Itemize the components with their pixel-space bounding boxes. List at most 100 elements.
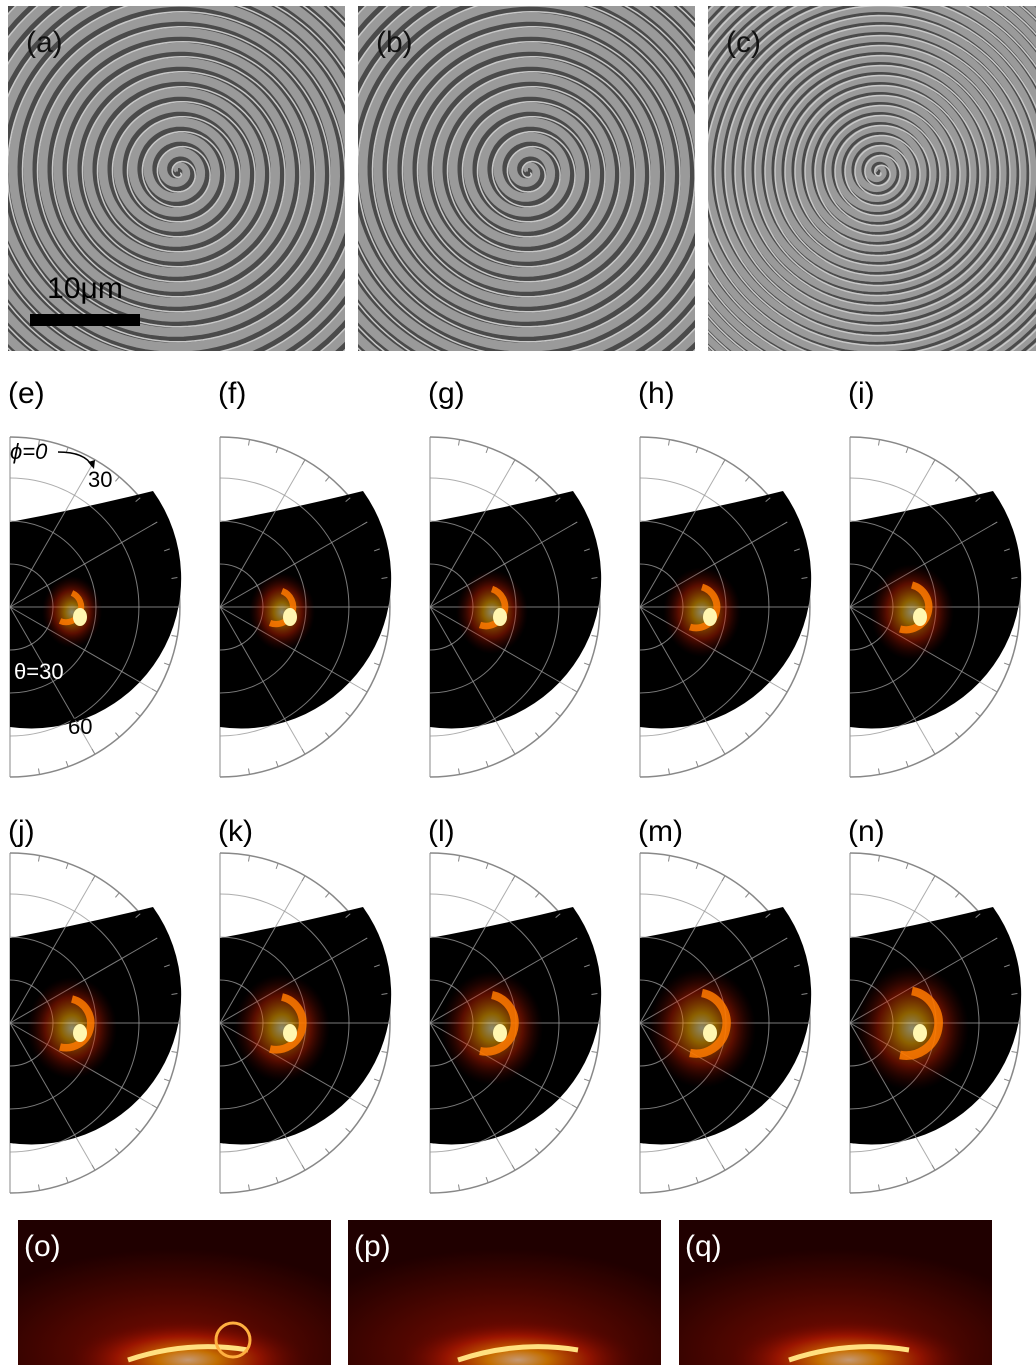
polar-tick (361, 1104, 368, 1109)
polar-tick (745, 732, 750, 738)
polar-tick (695, 447, 699, 454)
polar-tick (765, 712, 771, 717)
camera-beam (127, 1344, 249, 1363)
polar-tick (381, 576, 388, 580)
polar-tick (793, 548, 800, 552)
polar-tick (1003, 964, 1010, 968)
polar-tick (361, 937, 368, 942)
polar-tick (1011, 576, 1018, 580)
spiral-group (708, 6, 1036, 351)
polar-tick (135, 497, 141, 502)
camera-glow (729, 1320, 969, 1365)
panel-label: (h) (638, 377, 675, 410)
camera-beam (788, 1344, 910, 1363)
polar-tick (667, 1184, 671, 1191)
polar-tick (535, 732, 540, 738)
polar-tick (535, 1148, 540, 1154)
beam-glow (648, 968, 756, 1088)
polar-tick (1011, 992, 1018, 996)
polar-tick (877, 439, 881, 446)
polar-tick (275, 863, 279, 870)
polar-tick (931, 459, 936, 466)
polar-tick (765, 913, 771, 918)
polar-tick (135, 913, 141, 918)
polar-tick (511, 748, 516, 755)
polar-tick (695, 1176, 699, 1183)
panel-label: (j) (8, 815, 35, 848)
polar-tick (163, 662, 170, 666)
spiral-highlight (358, 6, 695, 351)
polar-tick (877, 1184, 881, 1191)
polar-tick (583, 1078, 590, 1082)
panel-label: (f) (218, 377, 246, 410)
beam-core (283, 608, 297, 626)
polar-tick (171, 576, 178, 580)
polar-tick (247, 439, 251, 446)
polar-tick (555, 913, 561, 918)
polar-tick (171, 1050, 178, 1054)
polar-tick (535, 476, 540, 482)
polar-tick (325, 1148, 330, 1154)
polar-tick (115, 892, 120, 898)
polar-tick (65, 863, 69, 870)
polar-tick (37, 1184, 41, 1191)
panel-label: (i) (848, 377, 875, 410)
polar-tick (247, 768, 251, 775)
polar-tick (135, 1128, 141, 1133)
polar-tick (381, 1050, 388, 1054)
polar-tick (781, 1104, 788, 1109)
beam-core (703, 1024, 717, 1042)
polar-tick (485, 447, 489, 454)
panel-label: (b) (376, 26, 413, 59)
beam-glow (441, 971, 543, 1085)
polar-tick (695, 760, 699, 767)
polar-tick (345, 913, 351, 918)
polar-tick (37, 439, 41, 446)
polar-tick (801, 576, 808, 580)
camera-group (398, 1320, 638, 1365)
beam-ring (59, 995, 95, 1052)
beam-core (73, 608, 87, 626)
beam-ring (899, 986, 943, 1060)
beam-ring (479, 991, 519, 1056)
polar-spoke (219, 875, 306, 1024)
polar-tick (555, 1128, 561, 1133)
polar-spoke (429, 521, 578, 608)
polar-tick (793, 964, 800, 968)
polar-tick (905, 1176, 909, 1183)
ring-label: 30 (88, 467, 112, 492)
polar-tick (571, 937, 578, 942)
beam-glow (249, 573, 315, 651)
panel-label: (o) (24, 1230, 61, 1263)
polar-tick (905, 447, 909, 454)
phi-label: ϕ=0 (10, 439, 48, 464)
polar-tick (591, 992, 598, 996)
polar-tick (721, 875, 726, 882)
phi-arrowhead (88, 460, 95, 469)
polar-spoke (639, 875, 726, 1024)
polar-tick (361, 688, 368, 693)
panel-label: (g) (428, 377, 465, 410)
polar-tick (583, 662, 590, 666)
polar-tick (37, 855, 41, 862)
scale-bar-label: 10μm (47, 272, 123, 305)
polar-tick (991, 937, 998, 942)
polar-spoke (849, 606, 936, 755)
polar-tick (115, 1148, 120, 1154)
polar-tick (275, 760, 279, 767)
polar-tick (955, 892, 960, 898)
spiral-highlight (8, 6, 345, 351)
beam-core (913, 608, 927, 626)
polar-spoke (849, 459, 936, 608)
polar-tick (975, 712, 981, 717)
polar-tick (801, 992, 808, 996)
polar-tick (91, 1164, 96, 1171)
panel-label: (m) (638, 815, 683, 848)
polar-tick (555, 712, 561, 717)
polar-tick (301, 459, 306, 466)
beam-core (703, 608, 717, 626)
polar-tick (511, 875, 516, 882)
polar-tick (555, 497, 561, 502)
polar-tick (115, 476, 120, 482)
polar-tick (65, 1176, 69, 1183)
